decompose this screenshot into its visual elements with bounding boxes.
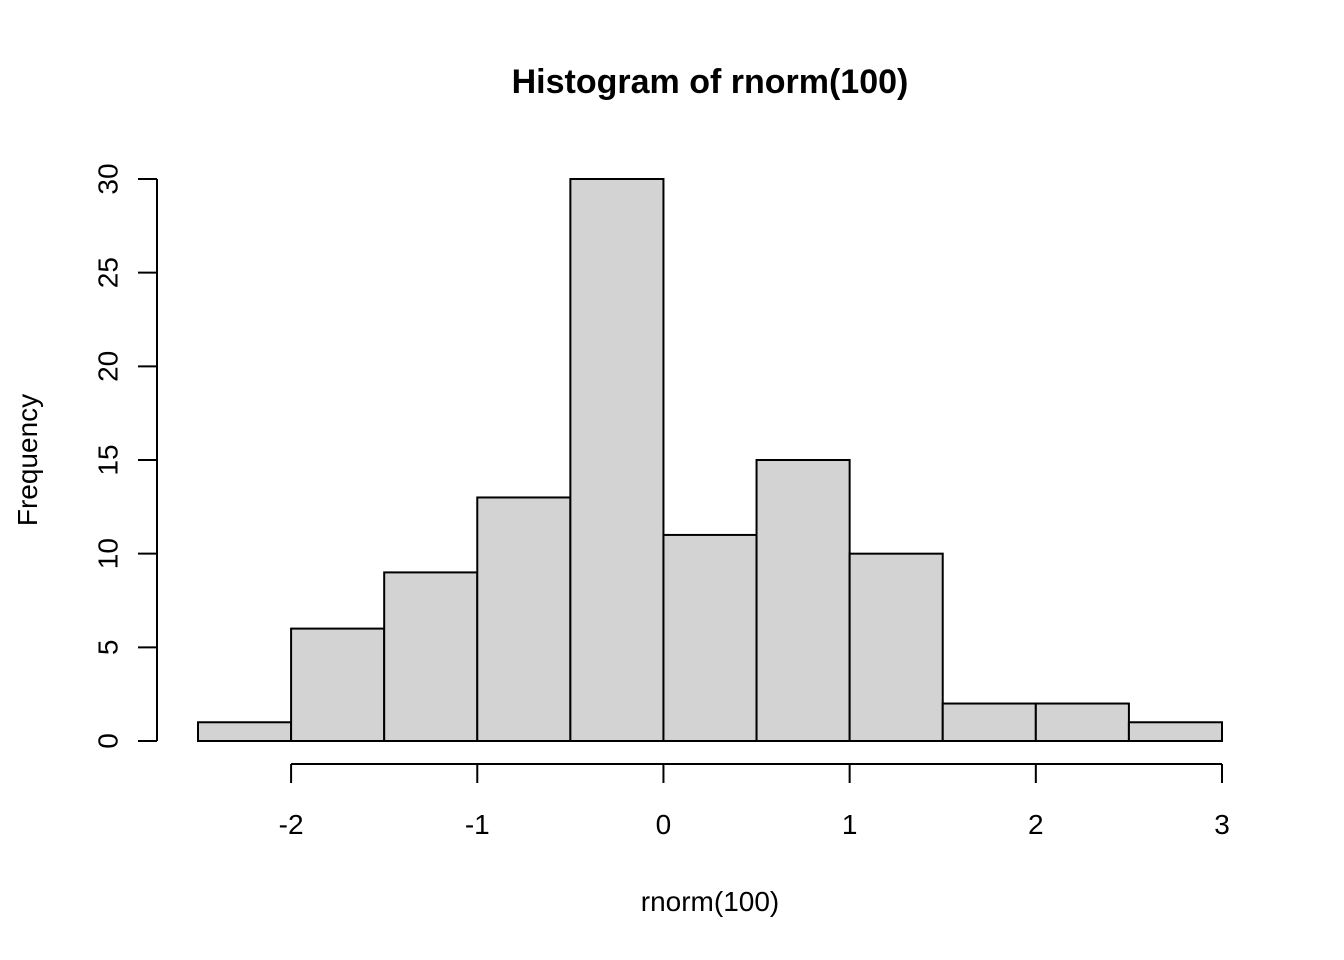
histogram-bar-9 xyxy=(1034,702,1130,742)
histogram-bar-6 xyxy=(755,459,851,742)
y-tick-label-6: 30 xyxy=(92,163,123,194)
y-axis-label: Frequency xyxy=(12,394,43,526)
x-tick-label-3: 1 xyxy=(842,809,858,840)
y-tick-label-5: 25 xyxy=(92,257,123,288)
histogram-bar-5 xyxy=(662,533,758,743)
y-tick-label-3: 15 xyxy=(92,444,123,475)
x-tick-label-0: -2 xyxy=(279,809,304,840)
x-tick-label-2: 0 xyxy=(656,809,672,840)
histogram-bar-3 xyxy=(476,496,572,743)
histogram-bar-2 xyxy=(383,571,479,743)
y-tick-label-4: 20 xyxy=(92,351,123,382)
chart-title: Histogram of rnorm(100) xyxy=(512,63,909,101)
histogram-bars xyxy=(197,178,1223,743)
x-tick-label-5: 3 xyxy=(1214,809,1230,840)
x-axis: -2 -1 0 1 2 3 xyxy=(279,763,1230,840)
y-tick-label-1: 5 xyxy=(92,640,123,656)
histogram-bar-1 xyxy=(290,627,386,742)
y-axis: 0 5 10 15 20 25 30 xyxy=(92,163,158,749)
x-axis-label: rnorm(100) xyxy=(641,886,779,917)
histogram-bar-4 xyxy=(569,178,665,742)
y-tick-label-2: 10 xyxy=(92,538,123,569)
histogram-bar-7 xyxy=(848,552,944,743)
x-tick-label-1: -1 xyxy=(465,809,490,840)
histogram-bar-0 xyxy=(197,721,293,742)
x-tick-label-4: 2 xyxy=(1028,809,1044,840)
histogram-bar-8 xyxy=(941,702,1037,742)
histogram-bar-10 xyxy=(1127,721,1223,742)
y-tick-label-0: 0 xyxy=(92,733,123,749)
